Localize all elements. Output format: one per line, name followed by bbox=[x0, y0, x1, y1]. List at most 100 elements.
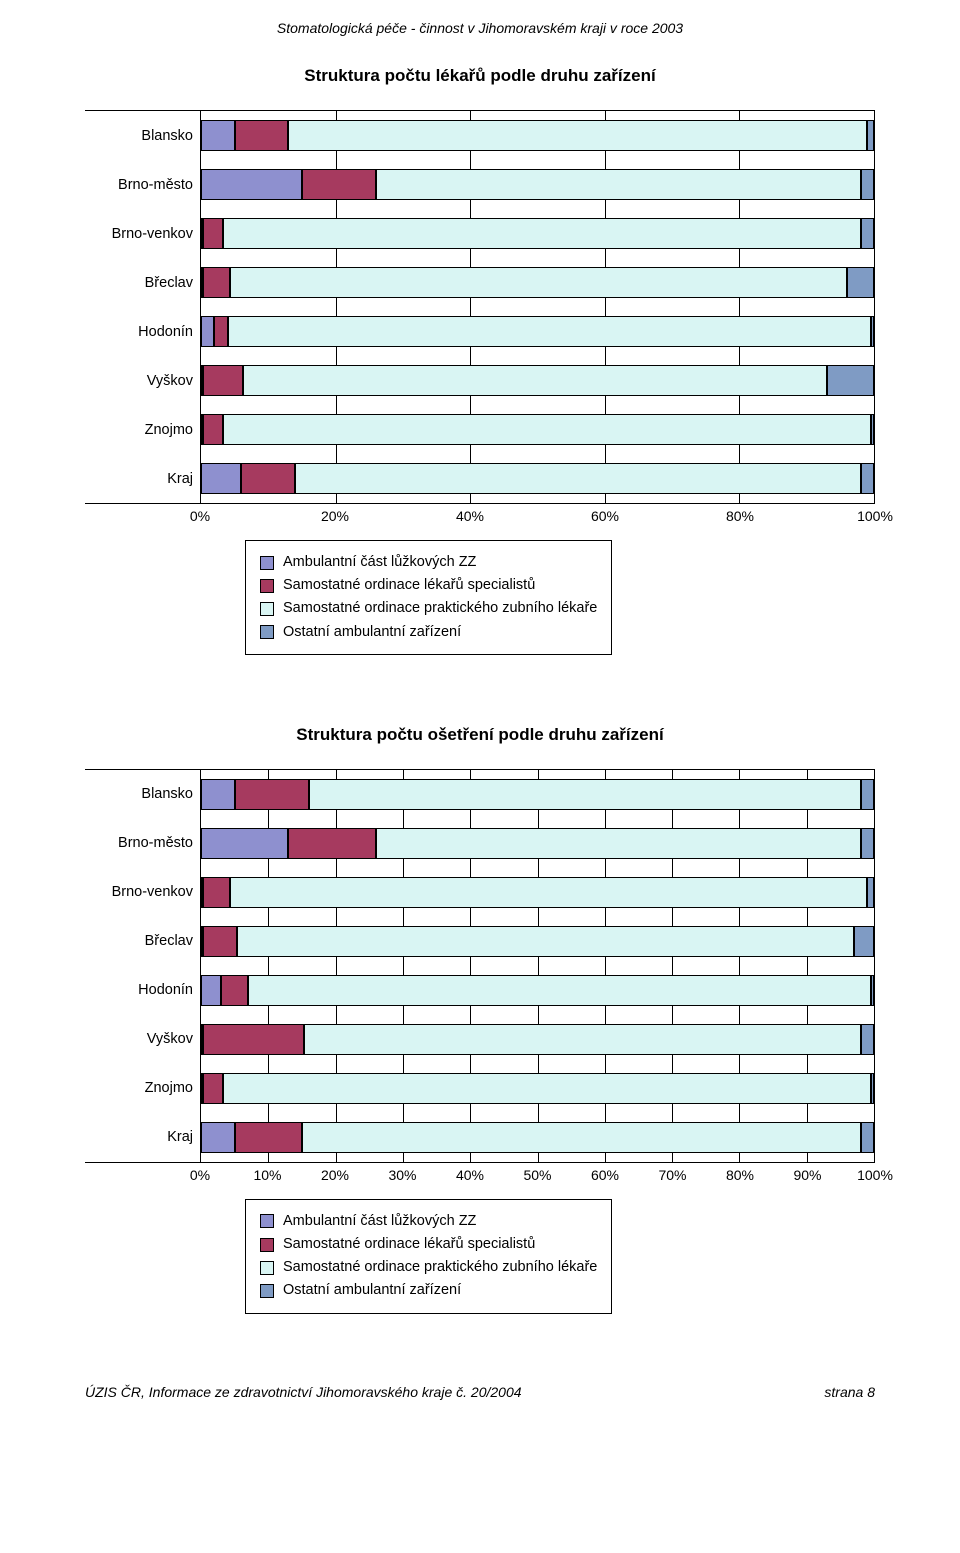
bar-segment bbox=[304, 1024, 861, 1055]
chart-2-title: Struktura počtu ošetření podle druhu zař… bbox=[85, 725, 875, 745]
bar-segment bbox=[230, 267, 847, 298]
bar-segment bbox=[203, 267, 230, 298]
legend-label: Ostatní ambulantní zařízení bbox=[283, 1279, 461, 1302]
stacked-bar bbox=[201, 1122, 874, 1153]
bar-track bbox=[200, 111, 875, 160]
bar-segment bbox=[201, 316, 214, 347]
bar-track bbox=[200, 1064, 875, 1113]
category-label: Brno-město bbox=[85, 835, 200, 851]
bar-track bbox=[200, 917, 875, 966]
axis-tick-label: 90% bbox=[793, 1167, 821, 1183]
stacked-bar bbox=[201, 169, 874, 200]
footer-right: strana 8 bbox=[824, 1384, 875, 1400]
bar-track bbox=[200, 356, 875, 405]
bar-segment bbox=[214, 316, 227, 347]
axis-tick-label: 70% bbox=[658, 1167, 686, 1183]
category-label: Hodonín bbox=[85, 324, 200, 340]
category-label: Znojmo bbox=[85, 1080, 200, 1096]
bar-track bbox=[200, 770, 875, 819]
bar-track bbox=[200, 1015, 875, 1064]
bar-segment bbox=[201, 779, 235, 810]
bar-segment bbox=[871, 414, 874, 445]
stacked-bar bbox=[201, 463, 874, 494]
legend-item: Samostatné ordinace lékařů specialistů bbox=[260, 574, 597, 597]
legend-label: Samostatné ordinace lékařů specialistů bbox=[283, 1233, 535, 1256]
category-label: Kraj bbox=[85, 1129, 200, 1145]
bar-segment bbox=[861, 828, 874, 859]
chart-2-plot: BlanskoBrno-městoBrno-venkovBřeclavHodon… bbox=[85, 769, 875, 1163]
page: Stomatologická péče - činnost v Jihomora… bbox=[0, 0, 960, 1440]
bar-segment bbox=[223, 1073, 871, 1104]
legend-swatch bbox=[260, 579, 274, 593]
axis-tick-label: 0% bbox=[190, 508, 210, 524]
bar-segment bbox=[223, 414, 871, 445]
chart-row: Kraj bbox=[85, 1113, 875, 1162]
axis-tick-label: 100% bbox=[857, 508, 893, 524]
bar-segment bbox=[861, 218, 874, 249]
bar-segment bbox=[221, 975, 248, 1006]
legend-swatch bbox=[260, 625, 274, 639]
chart-row: Znojmo bbox=[85, 405, 875, 454]
axis-tick-label: 80% bbox=[726, 508, 754, 524]
legend-swatch bbox=[260, 602, 274, 616]
category-label: Blansko bbox=[85, 786, 200, 802]
bar-segment bbox=[288, 120, 867, 151]
legend-swatch bbox=[260, 556, 274, 570]
legend-label: Samostatné ordinace praktického zubního … bbox=[283, 1256, 597, 1279]
bar-segment bbox=[861, 1122, 874, 1153]
legend-swatch bbox=[260, 1214, 274, 1228]
bar-segment bbox=[203, 1073, 223, 1104]
bar-segment bbox=[201, 120, 235, 151]
stacked-bar bbox=[201, 414, 874, 445]
bar-segment bbox=[223, 218, 860, 249]
bar-segment bbox=[867, 120, 874, 151]
bar-segment bbox=[201, 975, 221, 1006]
bar-track bbox=[200, 819, 875, 868]
bar-segment bbox=[203, 365, 243, 396]
bar-segment bbox=[871, 316, 874, 347]
legend-item: Samostatné ordinace praktického zubního … bbox=[260, 1256, 597, 1279]
bar-segment bbox=[201, 463, 241, 494]
stacked-bar bbox=[201, 267, 874, 298]
bar-track bbox=[200, 405, 875, 454]
bar-segment bbox=[201, 1122, 235, 1153]
bar-segment bbox=[201, 828, 288, 859]
chart-row: Vyškov bbox=[85, 1015, 875, 1064]
bar-track bbox=[200, 209, 875, 258]
bar-segment bbox=[288, 828, 375, 859]
bar-segment bbox=[871, 975, 874, 1006]
chart-row: Hodonín bbox=[85, 307, 875, 356]
bar-track bbox=[200, 258, 875, 307]
bar-track bbox=[200, 868, 875, 917]
chart-1-title: Struktura počtu lékařů podle druhu zaříz… bbox=[85, 66, 875, 86]
bar-segment bbox=[203, 926, 237, 957]
chart-row: Brno-venkov bbox=[85, 209, 875, 258]
bar-segment bbox=[235, 779, 309, 810]
axis-tick-label: 40% bbox=[456, 1167, 484, 1183]
chart-1-axis: 0%20%40%60%80%100% bbox=[85, 504, 875, 526]
bar-segment bbox=[295, 463, 860, 494]
bar-segment bbox=[847, 267, 874, 298]
bar-segment bbox=[228, 316, 871, 347]
bar-segment bbox=[237, 926, 854, 957]
bar-segment bbox=[854, 926, 874, 957]
bar-segment bbox=[871, 1073, 874, 1104]
axis-tick-label: 20% bbox=[321, 508, 349, 524]
bar-segment bbox=[376, 828, 861, 859]
bar-segment bbox=[867, 877, 874, 908]
chart-row: Brno-město bbox=[85, 819, 875, 868]
axis-tick-label: 20% bbox=[321, 1167, 349, 1183]
bar-segment bbox=[861, 463, 874, 494]
axis-tick-label: 50% bbox=[523, 1167, 551, 1183]
bar-segment bbox=[248, 975, 871, 1006]
category-label: Kraj bbox=[85, 471, 200, 487]
chart-row: Kraj bbox=[85, 454, 875, 503]
bar-segment bbox=[861, 779, 874, 810]
bar-track bbox=[200, 1113, 875, 1162]
category-label: Břeclav bbox=[85, 275, 200, 291]
chart-1-plot: BlanskoBrno-městoBrno-venkovBřeclavHodon… bbox=[85, 110, 875, 504]
chart-row: Blansko bbox=[85, 111, 875, 160]
bar-segment bbox=[201, 169, 302, 200]
legend-swatch bbox=[260, 1284, 274, 1298]
category-label: Hodonín bbox=[85, 982, 200, 998]
